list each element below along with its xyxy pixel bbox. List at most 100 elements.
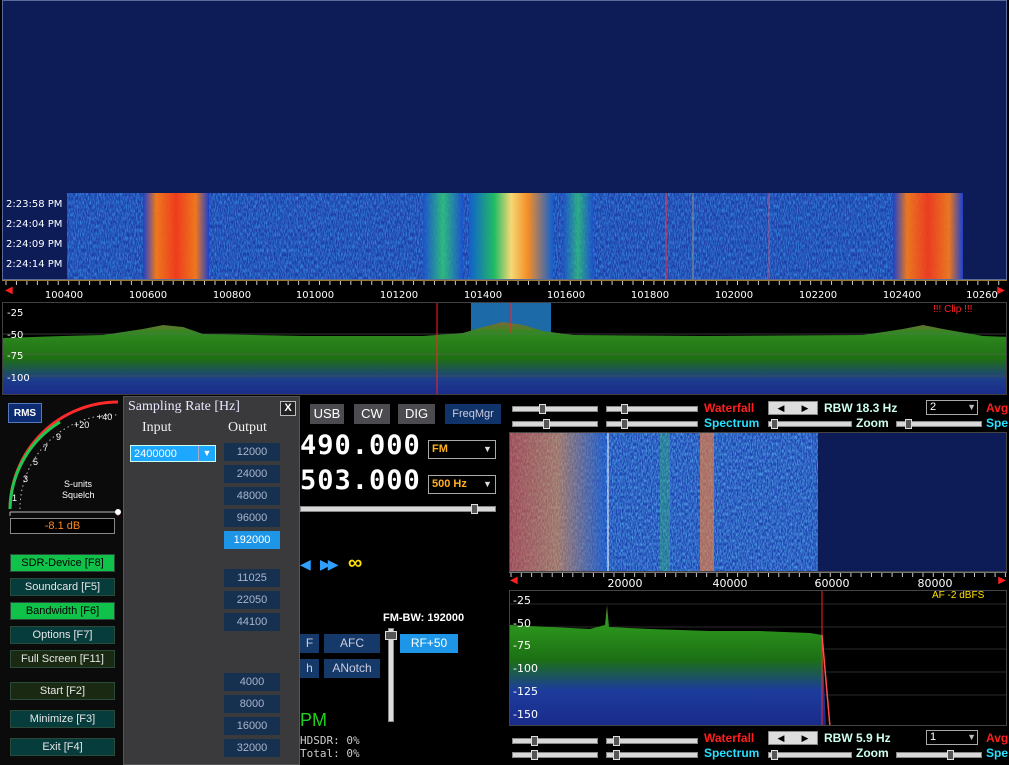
output-rate-option[interactable]: 32000 xyxy=(224,739,280,757)
freq-tick-label: 101400 xyxy=(463,290,503,301)
slider-knob[interactable] xyxy=(471,504,478,514)
slider-knob[interactable] xyxy=(385,631,397,640)
slider-knob[interactable] xyxy=(539,404,546,414)
input-rate-select[interactable]: 2400000 ▼ xyxy=(130,445,216,462)
rbw-arrows[interactable]: ◀ ▶ xyxy=(768,401,818,415)
rms-button[interactable]: RMS xyxy=(8,403,42,423)
af-spectrum[interactable]: -25 -50 -75 -100 -125 -150 AF -2 dBFS xyxy=(509,590,1007,726)
output-rate-option[interactable]: 16000 xyxy=(224,717,280,735)
mode-select-value: FM xyxy=(432,443,448,455)
rbw-arrows[interactable]: ◀ ▶ xyxy=(768,731,818,745)
avg-select[interactable]: 1 ▼ xyxy=(926,730,978,745)
af-waterfall[interactable] xyxy=(509,432,1007,572)
infinity-icon[interactable]: ∞ xyxy=(348,552,363,574)
left-panel: RMS 1 3 5 7 9 +20 +40 S-units Squelch -8… xyxy=(0,396,124,765)
start-button[interactable]: Start [F2] xyxy=(10,682,115,700)
partial-button[interactable]: h xyxy=(300,659,319,678)
output-header: Output xyxy=(228,420,267,435)
output-rate-option[interactable]: 12000 xyxy=(224,443,280,461)
tab-dig[interactable]: DIG xyxy=(398,404,435,424)
rf-waterfall[interactable]: 2:23:58 PM 2:24:04 PM 2:24:09 PM 2:24:14… xyxy=(2,0,1007,280)
zoom-slider[interactable] xyxy=(768,419,852,429)
spectrum-slider[interactable] xyxy=(512,419,598,429)
fast-forward-icon[interactable]: ▶▶ xyxy=(320,556,338,572)
db-tick-label: -25 xyxy=(7,308,24,319)
output-rate-option[interactable]: 22050 xyxy=(224,591,280,609)
spectrum-slider[interactable] xyxy=(606,419,698,429)
frequency-scale[interactable]: ◀ ▶ 100400 100600 100800 101000 101200 1… xyxy=(2,280,1007,303)
arrow-left-icon[interactable]: ◀ xyxy=(777,402,785,413)
avg-select[interactable]: 2 ▼ xyxy=(926,400,978,415)
rf-spectrum[interactable]: -25 -50 -75 -100 !!! Clip !!! xyxy=(2,302,1007,395)
af-frequency-scale[interactable]: ◀ ▶ 20000 40000 60000 80000 xyxy=(509,572,1007,591)
slider-knob[interactable] xyxy=(947,750,954,760)
tab-usb[interactable]: USB xyxy=(310,404,344,424)
output-rate-option[interactable]: 24000 xyxy=(224,465,280,483)
waterfall-slider[interactable] xyxy=(512,404,598,414)
waterfall-time: 2:23:58 PM xyxy=(6,199,63,210)
spectrum-label: Spectrum xyxy=(704,416,760,430)
minimize-button[interactable]: Minimize [F3] xyxy=(10,710,115,728)
spe-label: Spe xyxy=(986,746,1009,760)
waterfall-slider[interactable] xyxy=(512,736,598,746)
full-screen-button[interactable]: Full Screen [F11] xyxy=(10,650,115,668)
output-rate-option[interactable]: 11025 xyxy=(224,569,280,587)
chevron-down-icon: ▼ xyxy=(967,402,976,412)
tab-cw[interactable]: CW xyxy=(354,404,390,424)
af-db-label: -25 xyxy=(513,594,531,607)
slider-knob[interactable] xyxy=(543,419,550,429)
zoom-slider[interactable] xyxy=(768,750,852,760)
afc-button[interactable]: AFC xyxy=(324,634,380,653)
slider-knob[interactable] xyxy=(621,419,628,429)
partial-button[interactable]: F xyxy=(300,634,319,653)
output-rate-option[interactable]: 96000 xyxy=(224,509,280,527)
output-rate-option-selected[interactable]: 192000 xyxy=(224,531,280,549)
waterfall-slider[interactable] xyxy=(606,404,698,414)
input-header: Input xyxy=(142,420,172,435)
zoom-slider[interactable] xyxy=(896,750,982,760)
slider-knob[interactable] xyxy=(621,404,628,414)
slider-knob[interactable] xyxy=(905,419,912,429)
scroll-right-icon[interactable]: ▶ xyxy=(998,575,1006,586)
slider-knob[interactable] xyxy=(613,750,620,760)
options-button[interactable]: Options [F7] xyxy=(10,626,115,644)
arrow-right-icon[interactable]: ▶ xyxy=(801,732,809,743)
output-rate-option[interactable]: 4000 xyxy=(224,673,280,691)
waterfall-slider[interactable] xyxy=(606,736,698,746)
s-meter xyxy=(8,400,121,516)
chevron-down-icon: ▼ xyxy=(483,479,492,489)
spe-label: Spe xyxy=(986,416,1009,430)
fm-bandwidth-slider[interactable] xyxy=(385,628,397,722)
slider-knob[interactable] xyxy=(771,750,778,760)
slider-knob[interactable] xyxy=(531,736,538,746)
arrow-left-icon[interactable]: ◀ xyxy=(777,732,785,743)
slider-knob[interactable] xyxy=(531,750,538,760)
tune-frequency[interactable]: 503.000 xyxy=(300,465,421,496)
slider-knob[interactable] xyxy=(613,736,620,746)
lo-frequency[interactable]: 490.000 xyxy=(300,430,421,461)
freqmgr-button[interactable]: FreqMgr xyxy=(445,404,501,424)
output-rate-option[interactable]: 48000 xyxy=(224,487,280,505)
soundcard-button[interactable]: Soundcard [F5] xyxy=(10,578,115,596)
zoom-slider[interactable] xyxy=(896,419,982,429)
scroll-left-icon[interactable]: ◀ xyxy=(510,575,518,586)
volume-slider[interactable] xyxy=(300,504,496,514)
slider-knob[interactable] xyxy=(771,419,778,429)
anotch-button[interactable]: ANotch xyxy=(324,659,380,678)
step-select[interactable]: 500 Hz ▼ xyxy=(428,475,496,494)
close-button[interactable]: X xyxy=(280,401,296,416)
output-rate-option[interactable]: 44100 xyxy=(224,613,280,631)
play-icon[interactable]: ◀ xyxy=(300,556,311,572)
bandwidth-button[interactable]: Bandwidth [F6] xyxy=(10,602,115,620)
exit-button[interactable]: Exit [F4] xyxy=(10,738,115,756)
scroll-right-icon[interactable]: ▶ xyxy=(997,285,1005,296)
spectrum-slider[interactable] xyxy=(512,750,598,760)
output-rate-option[interactable]: 8000 xyxy=(224,695,280,713)
arrow-right-icon[interactable]: ▶ xyxy=(801,402,809,413)
mode-select[interactable]: FM ▼ xyxy=(428,440,496,459)
scroll-left-icon[interactable]: ◀ xyxy=(5,285,13,296)
af-spectrum-image xyxy=(510,591,1006,725)
rf50-button[interactable]: RF+50 xyxy=(400,634,458,653)
sdr-device-button[interactable]: SDR-Device [F8] xyxy=(10,554,115,572)
spectrum-slider[interactable] xyxy=(606,750,698,760)
